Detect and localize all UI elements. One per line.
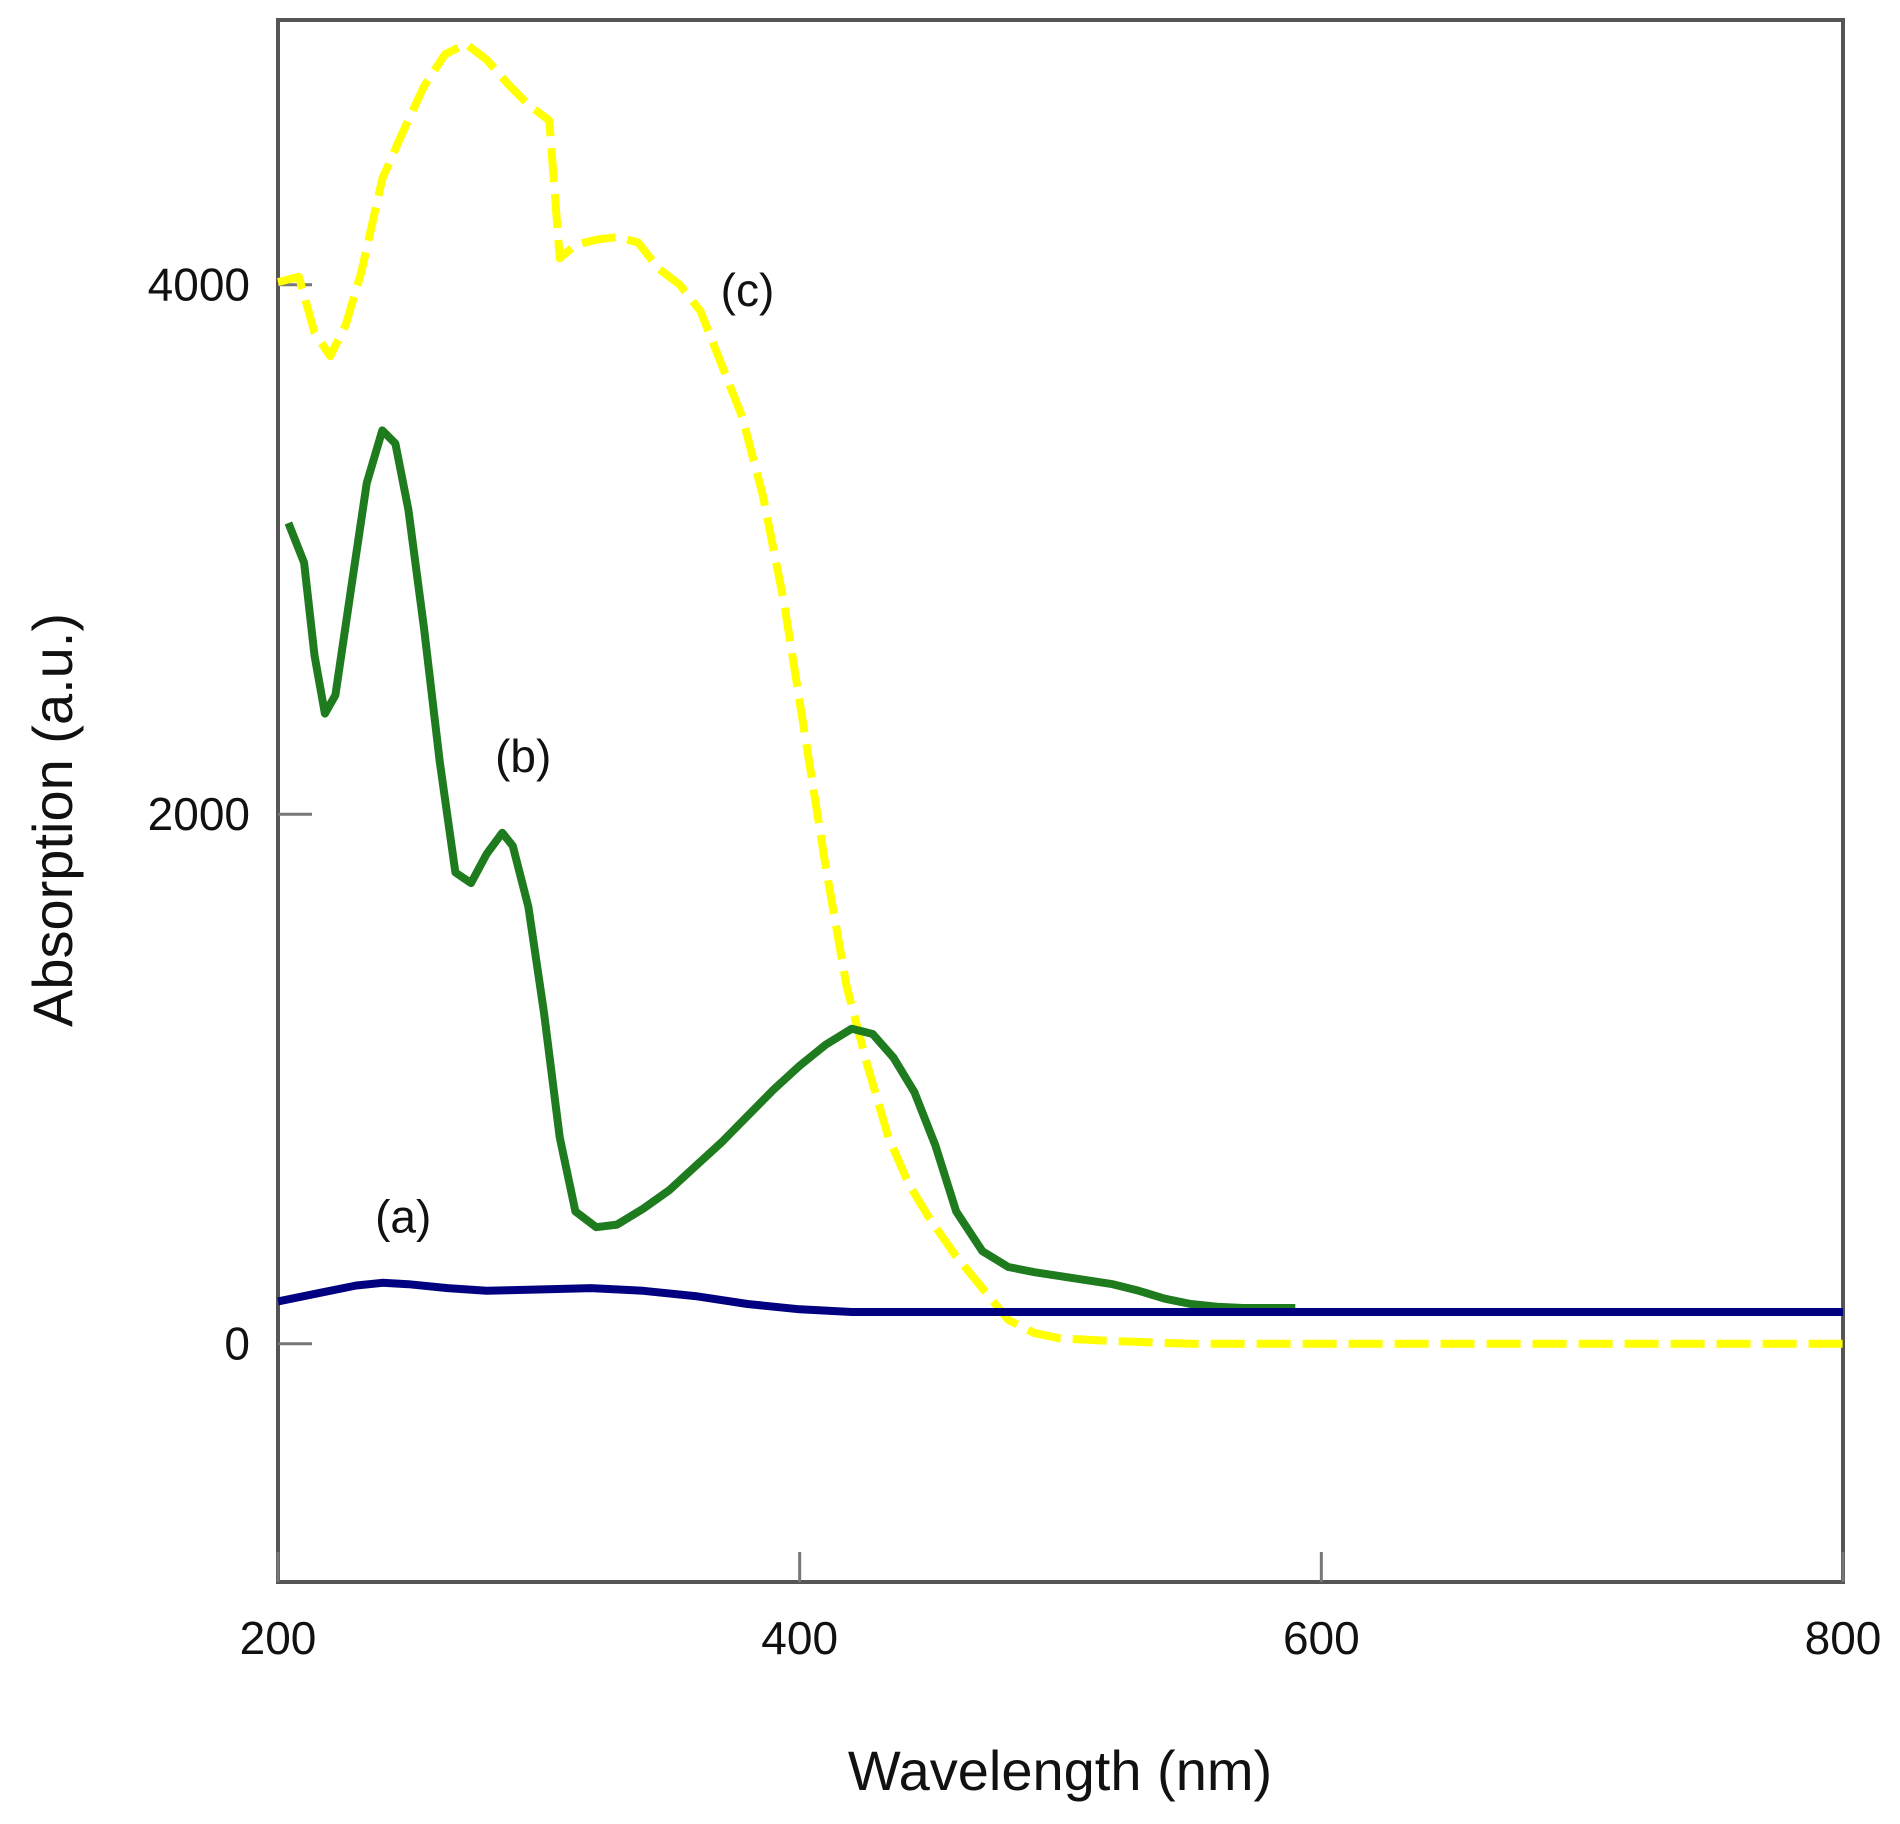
y-tick-label: 4000 xyxy=(148,259,250,311)
x-tick-label: 600 xyxy=(1283,1612,1360,1664)
y-tick-label: 2000 xyxy=(148,788,250,840)
x-tick-label: 800 xyxy=(1805,1612,1882,1664)
x-tick-label: 400 xyxy=(761,1612,838,1664)
annotation-label: (c) xyxy=(721,264,775,316)
x-axis-ticks: 200 400 600 800 xyxy=(240,1552,1882,1664)
annotation-label: (a) xyxy=(375,1191,431,1243)
series-line-a xyxy=(277,1278,1843,1316)
y-axis-title: Absorption (a.u.) xyxy=(21,613,84,1027)
y-tick-label: 0 xyxy=(224,1318,250,1370)
annotation-label: (b) xyxy=(495,730,551,782)
series-line-b xyxy=(284,426,1296,1312)
x-tick-label: 200 xyxy=(240,1612,317,1664)
x-axis-title: Wavelength (nm) xyxy=(848,1739,1272,1802)
annotations: (a) (b) (c) xyxy=(375,264,774,1243)
series-layer xyxy=(277,39,1843,1348)
plot-area-frame xyxy=(276,18,1845,1584)
series-line-c xyxy=(277,39,1843,1348)
